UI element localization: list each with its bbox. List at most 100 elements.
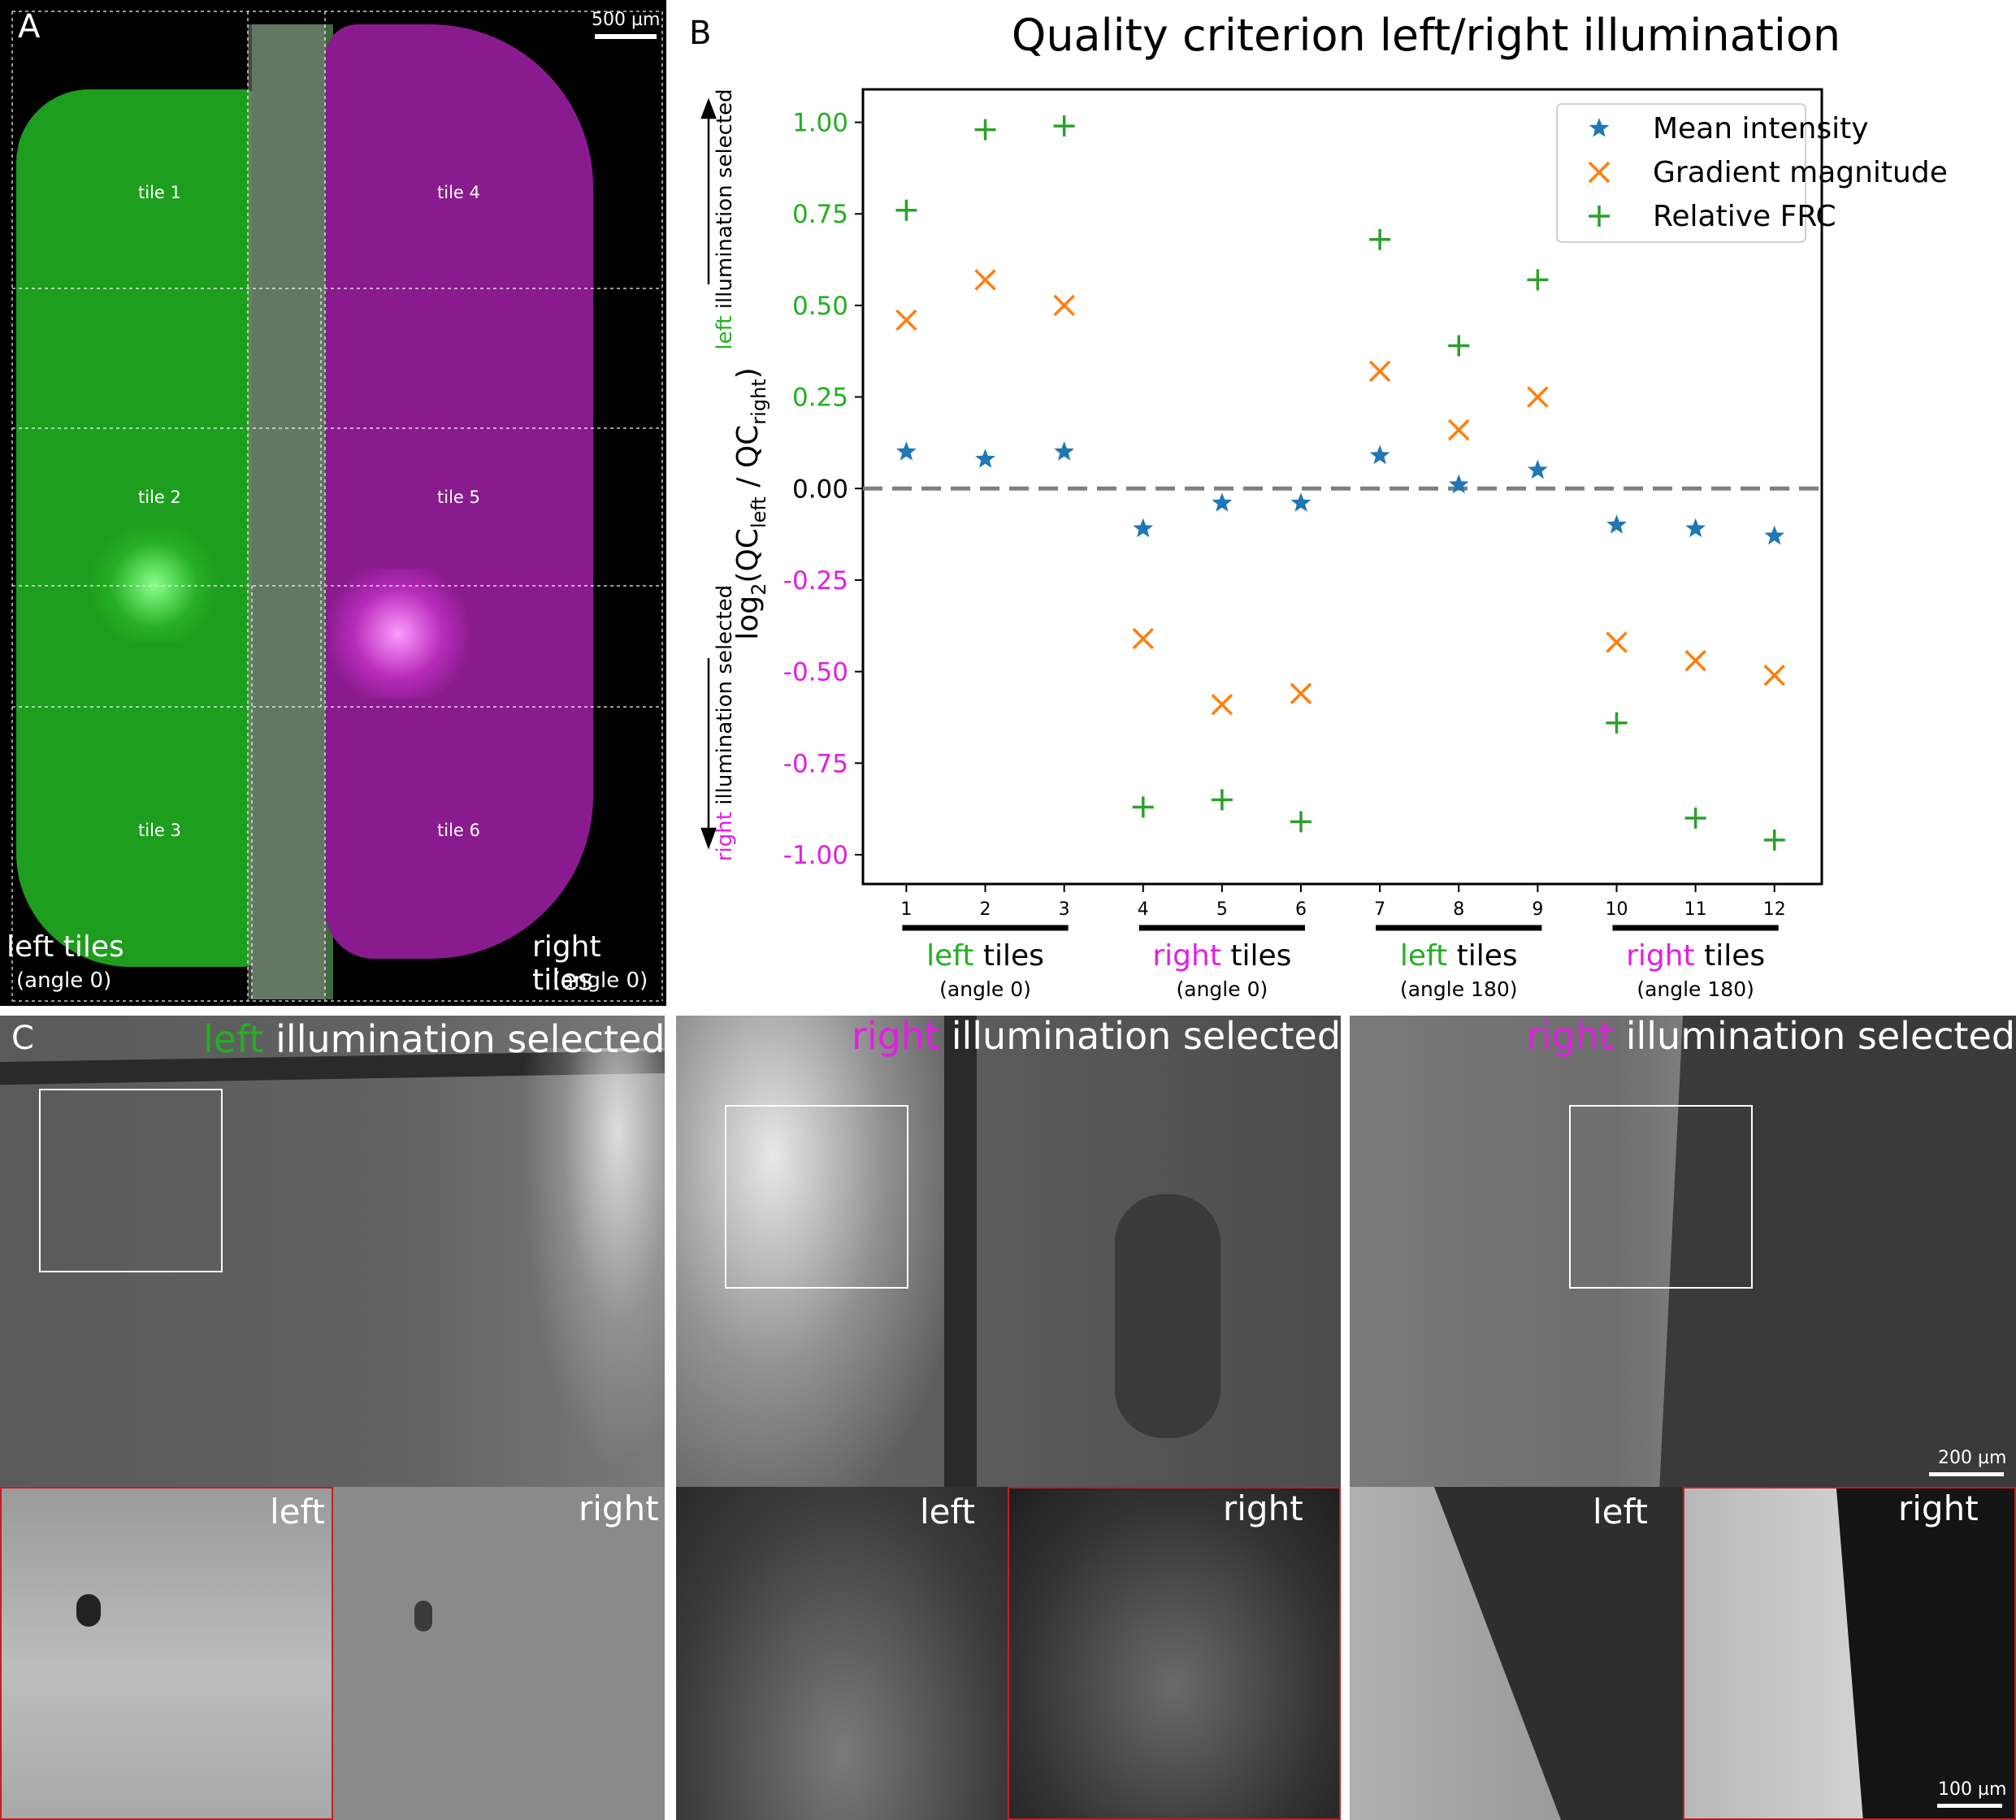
tissue-region (1350, 1016, 1683, 1487)
title-2-rest: illumination selected (939, 1014, 1342, 1058)
data-point-plus (1684, 807, 1706, 829)
data-point-star (1290, 492, 1311, 512)
dark-spot (414, 1601, 432, 1632)
title-1-word: left (203, 1017, 264, 1061)
svg-text:left illumination selected: left illumination selected (713, 89, 737, 349)
legend-label: Relative FRC (1653, 200, 1836, 233)
group-angle: (angle 180) (1637, 977, 1754, 1001)
right-angle-label: (angle 0) (553, 968, 648, 993)
tissue-gap (944, 1016, 977, 1487)
panel-c-image-1 (0, 1016, 665, 1487)
group-label: left tiles (926, 939, 1044, 973)
zoom-2-left-label: left (920, 1492, 976, 1532)
panel-c-image-2 (676, 1016, 1341, 1487)
y-tick-label: -1.00 (783, 841, 848, 870)
data-point-plus (974, 119, 996, 141)
data-point-plus (1527, 269, 1549, 291)
y-tick-label: -0.75 (783, 749, 848, 778)
magenta-tissue-overlap (248, 24, 325, 999)
y-tick-label: 0.00 (792, 474, 848, 504)
zoom-2-right (1008, 1487, 1341, 1820)
legend-label: Gradient magnitude (1653, 156, 1948, 189)
zoom-2-right-label: right (1223, 1488, 1303, 1528)
y-upper-word: left (713, 316, 737, 350)
data-point-plus (1606, 712, 1628, 734)
panel-c-letter: C (11, 1020, 34, 1057)
panel-c-title-2: right illumination selected (852, 1014, 1341, 1058)
data-point-x (1448, 418, 1470, 441)
data-point-star (1369, 444, 1390, 465)
y-tick-label: 1.00 (792, 109, 848, 138)
title-1-rest: illumination selected (263, 1017, 665, 1061)
group-angle: (angle 180) (1400, 977, 1518, 1001)
data-point-x (1211, 693, 1233, 716)
data-point-star (1054, 441, 1074, 461)
legend: Mean intensity Gradient magnitude Relative… (1556, 103, 1948, 243)
data-point-plus (1369, 228, 1391, 250)
y-tick-label: 0.25 (792, 384, 848, 413)
data-point-star (1764, 525, 1785, 545)
tile-6-label: tile 6 (437, 821, 480, 840)
y-tick-label: -0.25 (783, 566, 848, 596)
direction-arrows (700, 98, 717, 850)
tile-groups: left tiles (angle 0) right tiles (angle 0) l… (902, 925, 1779, 1001)
data-point-x (1132, 627, 1155, 650)
data-point-star (1528, 459, 1548, 479)
x-tick-label: 12 (1763, 899, 1786, 920)
tile-5-label: tile 5 (437, 488, 480, 507)
data-point-star (1685, 518, 1706, 538)
tile-1-label: tile 1 (138, 183, 181, 202)
quality-chart: Quality criterion left/right illuminatio… (700, 10, 1948, 1001)
zoom-1-left-label: left (270, 1492, 326, 1532)
x-tick-label: 8 (1453, 899, 1464, 920)
scalebar-bottom-line (1937, 1804, 2002, 1808)
y-axis-math: log2(QCleft / QCright) (731, 367, 770, 640)
data-point-plus (1290, 811, 1312, 833)
panel-c-title-1: left illumination selected (203, 1017, 665, 1061)
bright-cells (676, 1016, 952, 1487)
data-point-star (1448, 474, 1469, 494)
zoom-3-left-label: left (1593, 1492, 1649, 1532)
y-axis-label: log2(QCleft / QCright) (731, 367, 770, 640)
data-point-plus (1132, 796, 1154, 818)
legend-marker-x (1588, 161, 1611, 184)
scalebar-label: 500 µm (592, 10, 661, 30)
scalebar-top-line (1929, 1472, 2004, 1476)
data-point-x (1527, 386, 1549, 408)
y-upper-rest: illumination selected (713, 89, 737, 315)
x-tick-label: 9 (1532, 899, 1543, 920)
dark-spot (76, 1594, 101, 1627)
data-point-plus (1053, 115, 1075, 137)
group-label: right tiles (1626, 939, 1765, 973)
svg-text:right illumination selected: right illumination selected (713, 585, 737, 861)
roi-box (725, 1105, 908, 1289)
data-point-x (1684, 649, 1706, 672)
tile-grid (11, 11, 663, 1002)
magenta-tissue-right (325, 24, 593, 959)
data-point-star (975, 448, 995, 468)
y-axis-upper-note: left illumination selected (713, 89, 737, 349)
x-tick-label: 6 (1295, 899, 1307, 920)
panel-b-letter: B (689, 15, 712, 52)
x-tick-label: 2 (980, 899, 991, 920)
zoom-1-right-label: right (579, 1488, 659, 1528)
data-point-x (974, 269, 996, 291)
y-axis-ticks: 1.00 0.75 0.50 0.25 0.00 -0.25 -0.50 -0.75 -1.00 (783, 109, 863, 870)
group-label: left tiles (1400, 939, 1518, 973)
panel-c-title-3: right illumination selected (1526, 1014, 2015, 1058)
data-point-star (1606, 514, 1627, 534)
y-tick-label: -0.50 (783, 658, 848, 687)
legend-marker-plus (1589, 206, 1610, 227)
x-tick-label: 7 (1374, 899, 1385, 920)
group-label: right tiles (1152, 939, 1291, 973)
zoom-3-right (1683, 1487, 2016, 1820)
scalebar-line (595, 34, 657, 39)
data-point-x (1368, 360, 1391, 383)
zoom-2-left (676, 1487, 1008, 1820)
data-points (895, 115, 1785, 851)
data-point-x (1290, 682, 1312, 704)
tissue-region (1684, 1488, 1863, 1818)
tile-3-label: tile 3 (138, 821, 181, 840)
data-point-star (896, 441, 917, 461)
x-tick-label: 1 (900, 899, 912, 920)
